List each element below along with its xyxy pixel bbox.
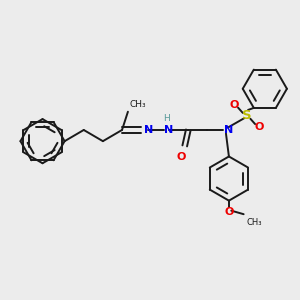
Text: O: O: [177, 152, 186, 162]
Text: O: O: [224, 207, 234, 217]
Text: CH₃: CH₃: [247, 218, 262, 227]
Text: N: N: [164, 125, 173, 135]
Text: CH₃: CH₃: [129, 100, 146, 109]
Text: H: H: [163, 115, 169, 124]
Text: N: N: [224, 125, 233, 135]
Text: S: S: [242, 109, 251, 122]
Text: O: O: [230, 100, 239, 110]
Text: N: N: [144, 125, 153, 135]
Text: O: O: [254, 122, 264, 132]
